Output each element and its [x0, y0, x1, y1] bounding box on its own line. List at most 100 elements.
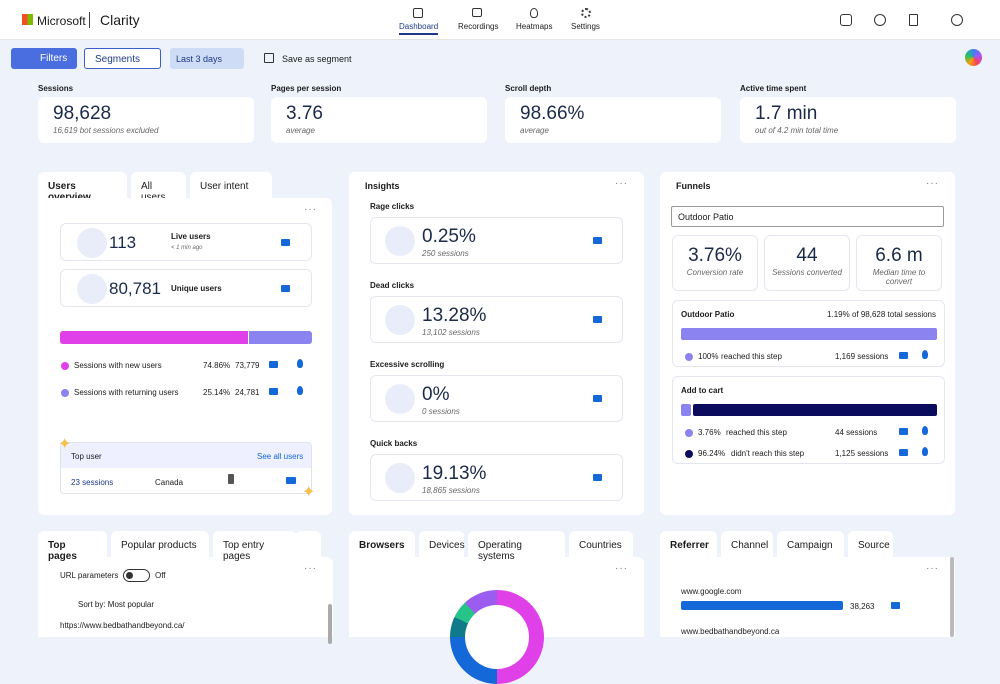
legend-dot: [685, 450, 693, 458]
save-segment[interactable]: Save as segment: [282, 54, 352, 64]
stat-value: 6.6 m: [875, 245, 923, 266]
url[interactable]: https://www.bedbathandbeyond.ca/: [60, 621, 185, 630]
unique-label: Unique users: [171, 284, 222, 293]
ref-count: 38,263: [850, 602, 875, 611]
tab[interactable]: Campaign: [777, 531, 844, 557]
panel-title: Insights: [365, 181, 400, 191]
share-icon[interactable]: [840, 14, 852, 26]
video-icon[interactable]: [593, 474, 602, 481]
stat-value: 3.76%: [688, 245, 742, 266]
top-user-title: Top user: [71, 452, 102, 461]
tab[interactable]: All users: [131, 172, 186, 203]
nav-heatmaps[interactable]: Heatmaps: [516, 22, 553, 31]
tab[interactable]: Channel: [721, 531, 773, 557]
tab[interactable]: Top entry pages: [213, 531, 297, 562]
more[interactable]: ···: [926, 178, 939, 189]
tab[interactable]: Operating systems: [468, 531, 565, 562]
live-card: 113 Live users < 1 min ago: [60, 223, 312, 261]
insight-value: 0.25%: [422, 226, 476, 247]
pages-panel: ··· URL parameters Off Sort by: Most pop…: [38, 557, 333, 644]
video-icon[interactable]: [269, 361, 278, 368]
funnel-stat: 3.76% Conversion rate: [672, 235, 758, 291]
tab[interactable]: User intent: [190, 172, 272, 198]
heatmap-icon[interactable]: [922, 447, 928, 456]
card-icon[interactable]: [286, 477, 296, 484]
video-icon[interactable]: [899, 352, 908, 359]
heatmap-icon[interactable]: [922, 426, 928, 435]
insight-label: Quick backs: [370, 439, 418, 448]
sort[interactable]: Sort by: Most popular: [78, 600, 155, 609]
metric-value: 3.76: [286, 103, 323, 124]
insight-value: 0%: [422, 384, 450, 405]
tab[interactable]: Popular products: [111, 531, 209, 557]
video-icon[interactable]: [281, 239, 290, 246]
metric-card: 1.7 min out of 4.2 min total time: [740, 97, 956, 143]
toggle-label: Off: [155, 571, 166, 580]
insight-icon: [385, 226, 415, 256]
tab[interactable]: Referrer: [660, 531, 717, 558]
video-icon[interactable]: [269, 388, 278, 395]
row-label: Sessions with new users: [74, 361, 162, 370]
more[interactable]: ···: [304, 563, 317, 574]
funnel-select[interactable]: Outdoor Patio: [671, 206, 944, 227]
toggle[interactable]: [123, 569, 150, 582]
funnel-step: Add to cart 3.76% reached this step 44 sess…: [672, 376, 945, 464]
top-user-head: [61, 443, 311, 468]
heatmap-icon[interactable]: [297, 386, 303, 395]
tab[interactable]: Devices: [419, 531, 465, 557]
tab[interactable]: Source: [848, 531, 893, 557]
sparkle: ✦: [58, 436, 72, 453]
funnels-panel: Funnels ··· Outdoor Patio 3.76% Conversio…: [660, 172, 955, 515]
stat-label: Median time to convert: [872, 268, 926, 286]
product[interactable]: Clarity: [100, 12, 140, 28]
video-icon[interactable]: [899, 428, 908, 435]
step-name: Add to cart: [681, 386, 724, 395]
account-icon[interactable]: [951, 14, 963, 26]
legend-dot: [685, 353, 693, 361]
filters-button[interactable]: Filters: [11, 48, 77, 69]
insight-sub: 0 sessions: [422, 407, 460, 416]
heatmap-icon[interactable]: [297, 359, 303, 368]
row-count: 24,781: [235, 388, 260, 397]
tab[interactable]: Users overview: [38, 172, 127, 203]
referrer-panel: ··· www.google.com 38,263 www.bedbathand…: [660, 557, 955, 637]
video-icon[interactable]: [593, 237, 602, 244]
tab[interactable]: Countries: [569, 531, 633, 557]
heatmap-icon[interactable]: [922, 350, 928, 359]
nav-recordings[interactable]: Recordings: [458, 22, 499, 31]
segments-button[interactable]: Segments: [84, 48, 161, 69]
video-icon[interactable]: [899, 449, 908, 456]
metric-sub: average: [520, 126, 549, 135]
tab[interactable]: Browsers: [349, 531, 415, 558]
more[interactable]: ···: [615, 178, 628, 189]
doc-icon[interactable]: [909, 14, 918, 26]
nav-icon: [413, 8, 423, 18]
video-icon[interactable]: [891, 602, 900, 609]
nav-icon: [530, 8, 538, 18]
more[interactable]: ···: [615, 563, 628, 574]
more[interactable]: ···: [304, 204, 317, 215]
nav-dashboard[interactable]: Dashboard: [399, 22, 439, 35]
metric-card: 98,628 16,619 bot sessions excluded: [38, 97, 254, 143]
user-icon: [77, 274, 107, 304]
tab-overflow[interactable]: [295, 531, 321, 557]
video-icon[interactable]: [593, 395, 602, 402]
tab[interactable]: Top pages: [38, 531, 107, 562]
live-label: Live users: [171, 232, 211, 241]
copilot-icon[interactable]: [965, 49, 982, 66]
step-bar: [681, 404, 937, 416]
metric-value: 98,628: [53, 103, 112, 124]
date-button[interactable]: Last 3 days: [170, 48, 244, 69]
share-bar: [60, 331, 312, 344]
more[interactable]: ···: [926, 563, 939, 574]
help-icon[interactable]: [874, 14, 886, 26]
video-icon[interactable]: [281, 285, 290, 292]
video-icon[interactable]: [593, 316, 602, 323]
see-all[interactable]: See all users: [257, 452, 304, 461]
nav-settings[interactable]: Settings: [571, 22, 600, 31]
row-label: Sessions with returning users: [74, 388, 179, 397]
metric-value: 98.66%: [520, 103, 585, 124]
ref-name: www.google.com: [681, 587, 742, 596]
brand: Microsoft: [37, 14, 86, 28]
funnel-step: Outdoor Patio 1.19% of 98,628 total sessi…: [672, 300, 945, 367]
